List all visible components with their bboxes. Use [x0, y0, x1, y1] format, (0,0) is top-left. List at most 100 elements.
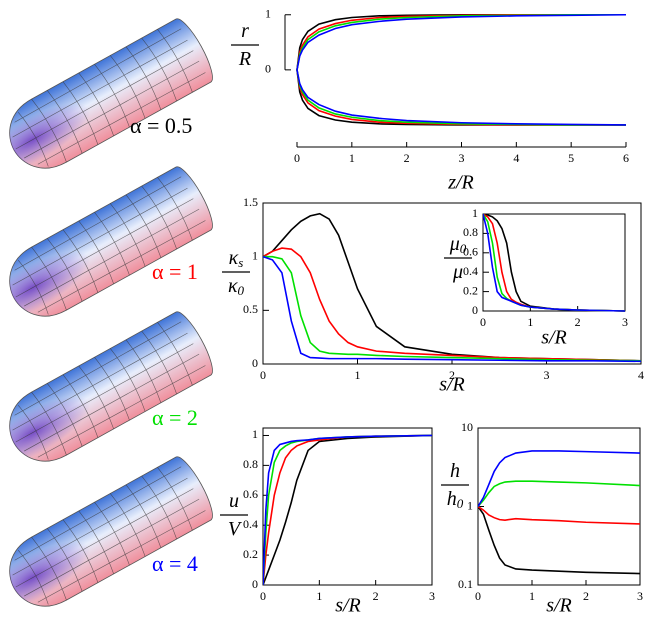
plot-frame [477, 427, 641, 586]
x-tick-label: 5 [568, 151, 574, 165]
y-axis-label-sub: 0 [460, 241, 467, 256]
x-tick-label: 1 [316, 589, 322, 603]
y-tick-label: 0.4 [463, 264, 478, 278]
y-tick-label: 1 [467, 498, 473, 512]
shape-illustration [0, 307, 220, 475]
y-tick-label: 0.1 [458, 577, 473, 591]
x-tick-label: 0 [480, 315, 486, 329]
x-tick-label: 2 [373, 589, 379, 603]
y-tick-label: 0 [252, 356, 258, 370]
y-axis-label-part: R [238, 48, 251, 70]
series-line [263, 255, 641, 363]
plot-frame [262, 427, 433, 586]
y-tick-label: 0.5 [243, 302, 258, 316]
y-tick-label: 0.2 [463, 283, 478, 297]
shape-illustration [0, 14, 220, 182]
x-tick-label: 2 [583, 589, 589, 603]
series-line [296, 13, 626, 126]
x-tick-label: 0 [260, 368, 266, 382]
x-tick-label: 3 [429, 589, 435, 603]
x-axis-label: s/R [335, 595, 361, 617]
legend-label: α = 2 [152, 405, 198, 430]
series-line [478, 480, 640, 508]
x-tick-label: 1 [355, 368, 361, 382]
x-tick-label: 0 [294, 151, 300, 165]
y-axis-label-part: V [228, 518, 243, 540]
x-tick-label: 3 [459, 151, 465, 165]
y-axis-label: μ0 [449, 233, 467, 256]
x-tick-label: 4 [638, 368, 644, 382]
x-tick-label: 4 [513, 151, 519, 165]
series-line [478, 505, 640, 525]
y-axis-label: κ0 [228, 275, 245, 298]
series-line [296, 13, 626, 126]
series-line [478, 506, 640, 575]
x-tick-label: 3 [637, 589, 643, 603]
y-axis-label-part: μ [449, 233, 460, 255]
x-tick-label: 0 [260, 589, 266, 603]
y-axis-label: h [450, 460, 460, 482]
x-tick-label: 1 [527, 315, 533, 329]
x-axis-label: s/R [546, 595, 572, 617]
y-tick-label: 1 [265, 7, 271, 21]
y-axis-label: r [241, 20, 249, 42]
x-tick-label: 1 [529, 589, 535, 603]
x-axis-label: z/R [447, 172, 474, 194]
y-axis-label-part: h [450, 460, 460, 482]
x-tick-label: 0 [475, 589, 481, 603]
y-axis-label-part: u [229, 490, 239, 512]
legend-label: α = 4 [152, 551, 198, 576]
y-axis-label-part: κ [228, 275, 238, 297]
x-tick-label: 3 [622, 315, 628, 329]
y-axis-label: u [229, 490, 239, 512]
y-tick-label: 1 [252, 248, 258, 262]
y-tick-label: 0.2 [243, 547, 258, 561]
y-tick-label: 1 [472, 206, 478, 220]
y-tick-label: 0.8 [243, 457, 258, 471]
y-tick-label: 10 [461, 420, 473, 434]
y-tick-label: 0.6 [243, 487, 258, 501]
y-axis-label: R [238, 48, 251, 70]
series-line [263, 434, 432, 586]
y-tick-label: 1 [252, 427, 258, 441]
y-axis-label-part: r [241, 20, 249, 42]
y-axis-label-part: h [447, 488, 457, 510]
y-tick-label: 0 [252, 577, 258, 591]
x-tick-label: 2 [449, 368, 455, 382]
x-tick-label: 2 [575, 315, 581, 329]
y-axis-label-sub: 0 [457, 496, 464, 511]
x-tick-label: 1 [349, 151, 355, 165]
series-line [296, 13, 626, 126]
series-line [263, 434, 432, 586]
shape-illustration [0, 452, 220, 620]
y-axis-label: κs [229, 247, 244, 270]
legend-label: α = 1 [152, 259, 198, 284]
y-axis-label-sub: s [238, 255, 243, 270]
y-axis-label-part: μ [452, 261, 463, 283]
y-axis-label: h0 [447, 488, 464, 511]
legend-label: α = 0.5 [130, 113, 192, 138]
x-tick-label: 3 [544, 368, 550, 382]
y-tick-label: 0.8 [463, 225, 478, 239]
series-line [263, 247, 641, 362]
y-tick-label: 1.5 [243, 195, 258, 209]
series-line [263, 255, 641, 362]
y-axis-label-sub: 0 [238, 283, 245, 298]
shape-illustration [0, 162, 220, 330]
y-tick-label: 0 [265, 62, 271, 76]
y-tick-label: 0.4 [243, 517, 258, 531]
y-axis-label: μ [452, 261, 463, 283]
series-line [483, 214, 625, 312]
y-axis-label: V [228, 518, 243, 540]
y-tick-label: 0.6 [463, 245, 478, 259]
plot-frame [482, 213, 626, 312]
series-line [478, 450, 640, 507]
x-tick-label: 6 [623, 151, 629, 165]
x-tick-label: 2 [404, 151, 410, 165]
x-axis-label: s/R [439, 374, 465, 396]
y-axis-label-part: κ [229, 247, 239, 269]
series-line [296, 13, 627, 126]
x-axis-label: s/R [541, 327, 567, 349]
y-tick-label: 0 [472, 303, 478, 317]
